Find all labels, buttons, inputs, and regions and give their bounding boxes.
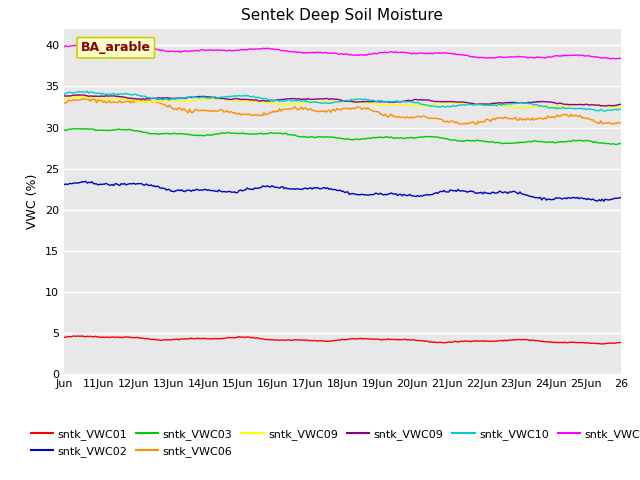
sntk_VWC01 — [130, 335, 138, 340]
sntk_VWC02 — [246, 186, 254, 192]
sntk_VWC09 — [255, 98, 263, 104]
Y-axis label: VWC (%): VWC (%) — [26, 174, 40, 229]
sntk_VWC09 — [60, 93, 68, 99]
sntk_VWC10 — [600, 108, 607, 114]
sntk_VWC10 — [305, 99, 313, 105]
sntk_VWC10 — [228, 94, 236, 99]
sntk_VWC01 — [255, 336, 263, 342]
sntk_VWC06 — [228, 108, 236, 114]
sntk_VWC10 — [617, 106, 625, 112]
sntk_VWC02 — [588, 197, 595, 203]
Legend: sntk_VWC01, sntk_VWC02, sntk_VWC03, sntk_VWC06, sntk_VWC09, sntk_VWC09, sntk_VWC: sntk_VWC01, sntk_VWC02, sntk_VWC03, sntk… — [26, 425, 640, 461]
Line: sntk_VWC06: sntk_VWC06 — [64, 99, 621, 124]
sntk_VWC06 — [473, 121, 481, 127]
Line: sntk_VWC09: sntk_VWC09 — [64, 95, 621, 106]
sntk_VWC09 — [518, 105, 525, 111]
sntk_VWC11 — [60, 44, 68, 50]
sntk_VWC09 — [228, 97, 236, 103]
sntk_VWC01 — [246, 335, 254, 340]
sntk_VWC10 — [255, 95, 263, 100]
sntk_VWC09 — [589, 102, 596, 108]
sntk_VWC10 — [83, 88, 91, 94]
sntk_VWC09 — [305, 99, 313, 105]
sntk_VWC09 — [588, 102, 595, 108]
Line: sntk_VWC01: sntk_VWC01 — [64, 336, 621, 344]
sntk_VWC09 — [79, 92, 86, 98]
sntk_VWC02 — [130, 180, 138, 186]
Line: sntk_VWC09: sntk_VWC09 — [64, 96, 621, 108]
sntk_VWC09 — [246, 98, 254, 104]
sntk_VWC09 — [130, 96, 138, 102]
sntk_VWC02 — [617, 194, 625, 200]
sntk_VWC11 — [255, 46, 263, 52]
sntk_VWC11 — [228, 48, 236, 54]
sntk_VWC10 — [60, 91, 68, 97]
sntk_VWC11 — [72, 42, 80, 48]
sntk_VWC03 — [305, 134, 313, 140]
sntk_VWC01 — [588, 340, 595, 346]
sntk_VWC01 — [617, 340, 625, 346]
sntk_VWC10 — [588, 107, 595, 112]
sntk_VWC02 — [228, 189, 236, 195]
sntk_VWC01 — [305, 338, 313, 344]
sntk_VWC01 — [74, 333, 82, 339]
sntk_VWC03 — [617, 141, 625, 146]
sntk_VWC02 — [305, 185, 313, 191]
sntk_VWC03 — [588, 138, 595, 144]
sntk_VWC02 — [600, 198, 607, 204]
sntk_VWC03 — [130, 128, 138, 134]
sntk_VWC09 — [130, 97, 138, 103]
sntk_VWC11 — [606, 56, 614, 62]
Line: sntk_VWC03: sntk_VWC03 — [64, 129, 621, 144]
sntk_VWC02 — [60, 182, 68, 188]
sntk_VWC06 — [60, 100, 68, 106]
Title: Sentek Deep Soil Moisture: Sentek Deep Soil Moisture — [241, 9, 444, 24]
sntk_VWC03 — [612, 142, 620, 147]
Line: sntk_VWC02: sntk_VWC02 — [64, 181, 621, 201]
sntk_VWC09 — [617, 101, 625, 107]
sntk_VWC09 — [228, 96, 236, 102]
sntk_VWC11 — [305, 49, 313, 55]
sntk_VWC01 — [228, 335, 236, 340]
sntk_VWC06 — [305, 107, 313, 112]
sntk_VWC09 — [602, 103, 609, 109]
sntk_VWC06 — [589, 117, 596, 123]
Text: BA_arable: BA_arable — [81, 41, 150, 54]
Line: sntk_VWC11: sntk_VWC11 — [64, 45, 621, 59]
sntk_VWC06 — [246, 112, 254, 118]
sntk_VWC09 — [81, 94, 88, 99]
sntk_VWC03 — [246, 131, 254, 137]
sntk_VWC06 — [82, 96, 90, 102]
sntk_VWC09 — [305, 96, 313, 102]
sntk_VWC03 — [60, 127, 68, 133]
sntk_VWC01 — [60, 335, 68, 340]
sntk_VWC10 — [130, 92, 138, 97]
sntk_VWC06 — [617, 120, 625, 126]
sntk_VWC06 — [130, 100, 138, 106]
sntk_VWC02 — [82, 179, 90, 184]
sntk_VWC03 — [82, 126, 90, 132]
sntk_VWC11 — [617, 56, 625, 61]
sntk_VWC10 — [246, 94, 254, 100]
sntk_VWC06 — [255, 113, 263, 119]
sntk_VWC01 — [598, 341, 606, 347]
sntk_VWC11 — [130, 44, 138, 50]
sntk_VWC03 — [228, 130, 236, 136]
Line: sntk_VWC10: sntk_VWC10 — [64, 91, 621, 111]
sntk_VWC09 — [255, 99, 263, 105]
sntk_VWC11 — [588, 54, 595, 60]
sntk_VWC02 — [255, 185, 263, 191]
sntk_VWC09 — [60, 96, 68, 101]
sntk_VWC09 — [246, 97, 254, 103]
sntk_VWC03 — [255, 131, 263, 137]
sntk_VWC11 — [246, 46, 254, 51]
sntk_VWC09 — [617, 104, 625, 110]
